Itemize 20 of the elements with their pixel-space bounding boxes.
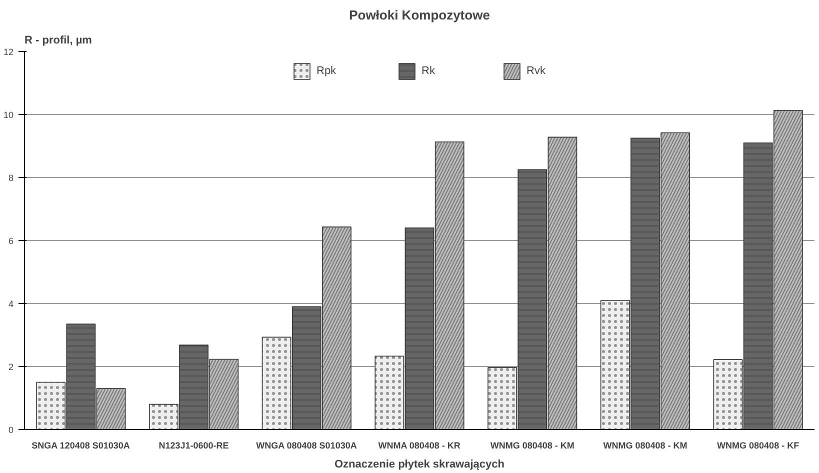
x-tick-label: SNGA 120408 S01030A — [32, 440, 130, 450]
chart-title: Powłoki Kompozytowe — [349, 8, 490, 22]
legend-label: Rvk — [526, 65, 546, 77]
x-axis-title: Oznaczenie płytek skrawających — [334, 458, 505, 470]
y-axis-title: R - profil, µm — [24, 34, 92, 46]
y-tick-label: 8 — [8, 173, 14, 183]
x-tick-label: WNGA 080408 S01030A — [256, 440, 358, 450]
x-tick-label: WNMG 080408 - KF — [717, 440, 800, 450]
y-tick-label: 4 — [8, 299, 14, 309]
x-tick-label: WNMG 080408 - KM — [490, 440, 574, 450]
y-tick-label: 10 — [3, 110, 14, 120]
x-tick-label: N123J1-0600-RE — [158, 440, 229, 450]
legend-label: Rpk — [316, 65, 336, 77]
x-tick-label: WNMG 080408 - KM — [603, 440, 688, 450]
x-tick-label: WNMA 080408 - KR — [378, 440, 461, 450]
y-tick-label: 2 — [8, 362, 14, 372]
y-tick-label: 0 — [8, 425, 14, 435]
y-tick-label: 6 — [8, 236, 14, 246]
y-tick-label: 12 — [3, 47, 14, 57]
legend-label: Rk — [422, 65, 436, 77]
